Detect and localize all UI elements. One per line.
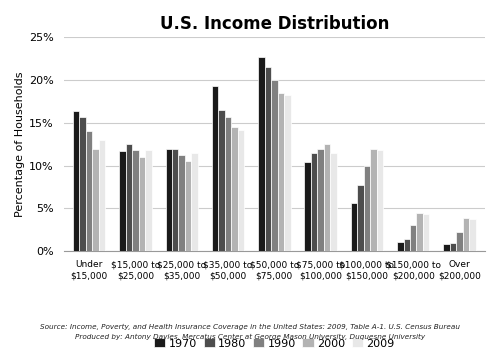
Bar [470, 219, 476, 251]
Bar [238, 130, 244, 251]
Bar [138, 157, 145, 251]
Bar [73, 111, 80, 251]
Bar [423, 214, 430, 251]
Bar [284, 95, 290, 251]
Bar [456, 232, 463, 251]
Text: Source: Income, Poverty, and Health Insurance Coverage in the United States: 200: Source: Income, Poverty, and Health Insu… [40, 324, 460, 330]
Bar [225, 117, 232, 251]
Bar [318, 149, 324, 251]
Bar [126, 144, 132, 251]
Bar [444, 244, 450, 251]
Text: Produced by: Antony Davies, Mercatus Center at George Mason University, Duquesne: Produced by: Antony Davies, Mercatus Cen… [75, 334, 425, 340]
Bar [218, 110, 225, 251]
Bar [376, 150, 383, 251]
Bar [264, 67, 271, 251]
Bar [145, 150, 152, 251]
Bar [311, 153, 318, 251]
Bar [404, 239, 410, 251]
Bar [92, 149, 99, 251]
Bar [132, 150, 138, 251]
Bar [86, 132, 92, 251]
Bar [178, 155, 185, 251]
Bar [80, 117, 86, 251]
Y-axis label: Percentage of Households: Percentage of Households [15, 72, 25, 217]
Bar [99, 140, 105, 251]
Bar [463, 218, 469, 251]
Bar [410, 225, 416, 251]
Title: U.S. Income Distribution: U.S. Income Distribution [160, 15, 389, 33]
Bar [357, 185, 364, 251]
Bar [364, 166, 370, 251]
Bar [212, 86, 218, 251]
Bar [185, 162, 192, 251]
Bar [330, 153, 337, 251]
Bar [192, 153, 198, 251]
Bar [232, 127, 237, 251]
Bar [304, 162, 311, 251]
Bar [397, 242, 404, 251]
Bar [271, 80, 278, 251]
Legend: 1970, 1980, 1990, 2000, 2009: 1970, 1980, 1990, 2000, 2009 [150, 334, 399, 349]
Bar [350, 203, 357, 251]
Bar [370, 149, 376, 251]
Bar [278, 93, 284, 251]
Bar [450, 243, 456, 251]
Bar [119, 151, 126, 251]
Bar [324, 144, 330, 251]
Bar [172, 149, 178, 251]
Bar [166, 149, 172, 251]
Bar [416, 213, 423, 251]
Bar [258, 57, 264, 251]
